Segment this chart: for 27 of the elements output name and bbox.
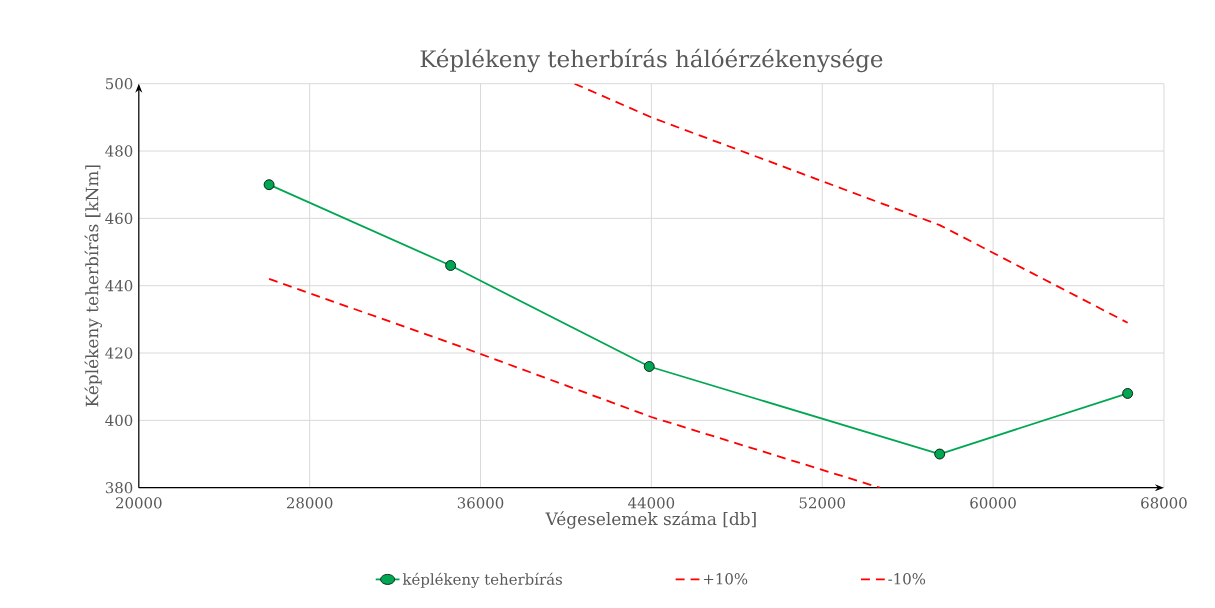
x-axis-title: Végeselemek száma [db] xyxy=(545,511,756,529)
x-tick-label: 52000 xyxy=(799,497,845,509)
point xyxy=(643,361,655,372)
y-tick-label: 460 xyxy=(105,212,133,225)
point xyxy=(263,179,275,191)
x-tick-label: 36000 xyxy=(457,497,504,509)
line-series xyxy=(573,83,1129,324)
x-tick-label: 44000 xyxy=(628,497,675,509)
point xyxy=(445,260,457,271)
point xyxy=(934,448,946,460)
x-tick-label: 20000 xyxy=(116,497,162,509)
y-axis-title: Képlékeny teherbírás [kNm] xyxy=(84,165,102,407)
legend-label: +10% xyxy=(703,573,748,585)
y-tick-label: 480 xyxy=(105,145,133,157)
x-tick-label: 68000 xyxy=(1141,497,1187,509)
legend-label: -10% xyxy=(888,573,926,585)
y-tick-label: 420 xyxy=(105,347,133,359)
x-tick-label: 60000 xyxy=(970,497,1016,509)
y-tick-label: 400 xyxy=(105,414,133,427)
y-tick-label: 380 xyxy=(105,482,133,494)
legend-label: képlékeny teherbírás xyxy=(402,572,562,588)
line-series xyxy=(268,278,881,488)
y-tick-label: 500 xyxy=(106,78,133,90)
x-tick-label: 28000 xyxy=(286,497,333,509)
point xyxy=(1122,388,1134,399)
y-tick-label: 440 xyxy=(105,280,133,292)
chart-title: Képlékeny teherbírás hálóérzékenysége xyxy=(420,48,883,73)
